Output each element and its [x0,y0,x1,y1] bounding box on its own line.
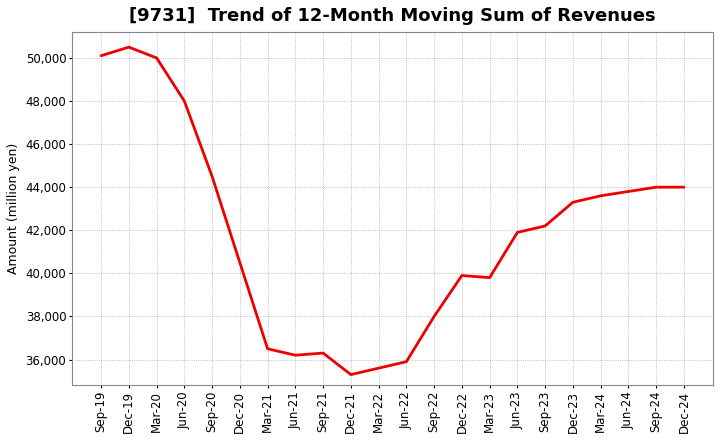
Y-axis label: Amount (million yen): Amount (million yen) [7,143,20,275]
Title: [9731]  Trend of 12-Month Moving Sum of Revenues: [9731] Trend of 12-Month Moving Sum of R… [129,7,656,25]
